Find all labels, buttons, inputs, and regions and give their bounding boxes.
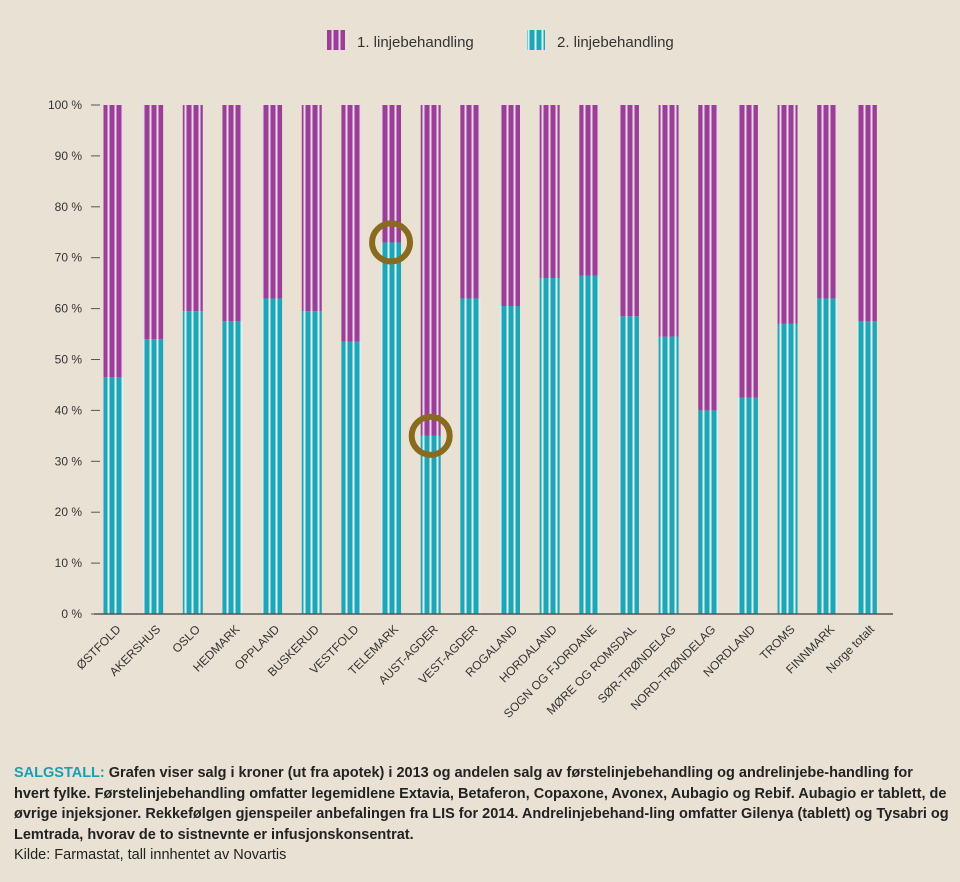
caption-lead: SALGSTALL: — [14, 765, 105, 781]
bars — [103, 105, 877, 614]
bar-first-line — [381, 105, 402, 243]
bar-first-line — [420, 105, 441, 436]
bar-second-line — [817, 298, 838, 614]
bar-second-line — [856, 321, 877, 614]
y-tick-marks — [91, 104, 100, 615]
legend-first-line-swatch — [327, 30, 345, 50]
legend-second-line-swatch — [527, 30, 545, 50]
bar-first-line — [500, 105, 520, 307]
bar-second-line — [301, 311, 322, 614]
bar-second-line — [658, 336, 679, 614]
bar-second-line — [182, 311, 203, 614]
bar-first-line — [460, 105, 481, 299]
bar-first-line — [182, 105, 203, 312]
legend: 1. linjebehandling 2. linjebehandling — [327, 30, 674, 51]
bar-second-line — [341, 341, 362, 614]
bar-second-line — [222, 321, 243, 614]
bar-second-line — [737, 397, 758, 614]
bar-first-line — [618, 105, 639, 317]
bar-first-line — [817, 105, 838, 299]
highlight-circles — [369, 220, 453, 458]
bar-first-line — [103, 105, 124, 378]
bar-first-line — [737, 105, 758, 398]
bar-second-line — [103, 377, 124, 614]
bar-first-line — [539, 105, 560, 279]
y-tick-label: 10 % — [55, 556, 83, 570]
bar-second-line — [500, 306, 520, 614]
y-tick-label: 60 % — [55, 302, 83, 316]
bar-first-line — [856, 105, 877, 322]
y-tick-label: 50 % — [55, 353, 83, 367]
bar-second-line — [618, 316, 639, 614]
y-tick-label: 30 % — [55, 454, 83, 468]
bar-second-line — [143, 339, 164, 614]
bar-first-line — [262, 105, 283, 299]
y-tick-label: 100 % — [48, 98, 82, 112]
bar-first-line — [579, 105, 600, 276]
x-category-label: OSLO — [169, 622, 202, 655]
bar-second-line — [777, 323, 798, 614]
y-tick-label: 20 % — [55, 505, 83, 519]
caption-source: Kilde: Farmastat, tall innhentet av Nova… — [14, 847, 287, 863]
highlight-circle — [369, 220, 414, 265]
y-tick-label: 90 % — [55, 149, 83, 163]
bar-first-line — [698, 105, 719, 411]
highlight-circle — [408, 413, 453, 458]
bar-second-line — [381, 242, 402, 614]
bar-second-line — [539, 278, 560, 614]
stacked-bar-chart: 1. linjebehandling 2. linjebehandling 0 %… — [48, 30, 893, 721]
bar-first-line — [658, 105, 679, 337]
bar-first-line — [341, 105, 362, 342]
bar-first-line — [222, 105, 243, 322]
caption: SALGSTALL: Grafen viser salg i kroner (u… — [14, 763, 949, 866]
legend-first-line-label: 1. linjebehandling — [357, 34, 474, 51]
y-tick-label: 70 % — [55, 251, 83, 265]
bar-second-line — [262, 298, 283, 614]
y-tick-label: 80 % — [55, 200, 83, 214]
bar-first-line — [777, 105, 798, 324]
bar-first-line — [143, 105, 164, 340]
bar-second-line — [698, 410, 719, 614]
caption-text: Grafen viser salg i kroner (ut fra apote… — [14, 765, 949, 843]
bar-second-line — [579, 275, 600, 614]
bar-second-line — [460, 298, 481, 614]
bar-second-line — [420, 435, 441, 614]
y-axis-tick-labels: 0 % 10 % 20 % 30 % 40 % 50 % 60 % 70 % 80 % 90 % 1… — [48, 98, 82, 621]
y-tick-label: 0 % — [61, 607, 82, 621]
legend-second-line-label: 2. linjebehandling — [557, 34, 674, 51]
y-tick-label: 40 % — [55, 403, 83, 417]
bar-first-line — [301, 105, 322, 312]
